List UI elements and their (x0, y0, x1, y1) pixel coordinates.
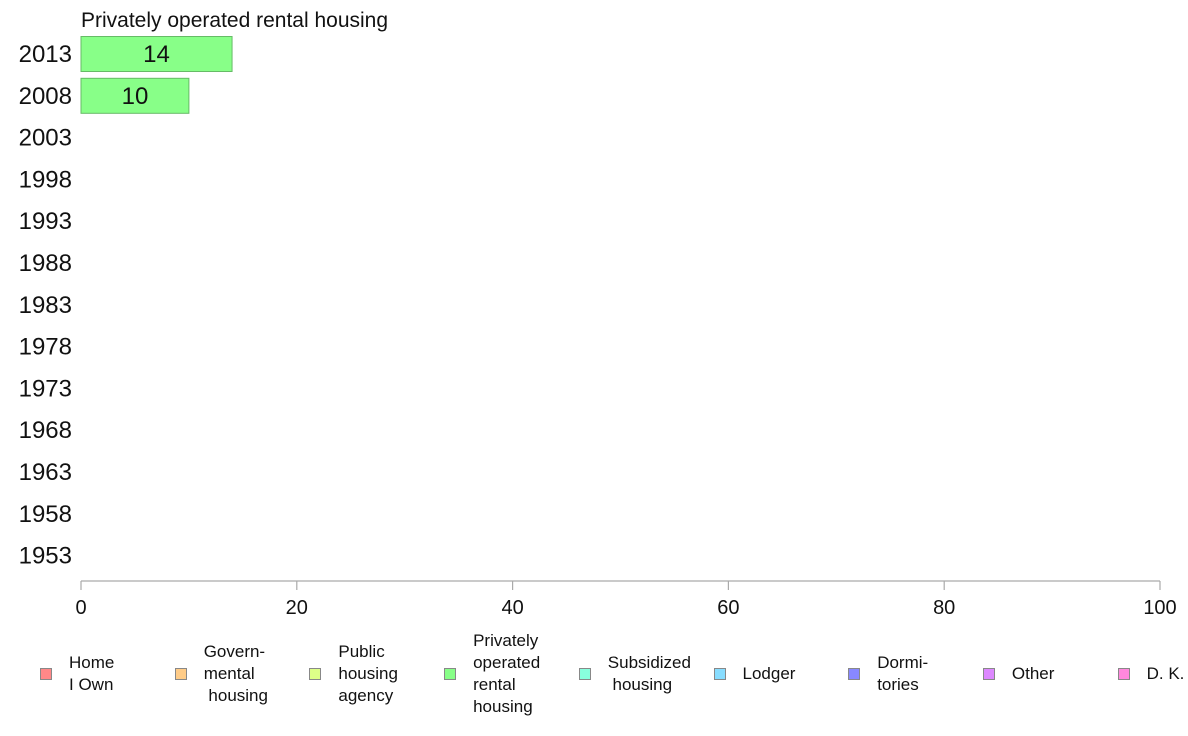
legend-item-0: Home I Own (40, 652, 114, 696)
legend-label-4: Subsidized housing (607, 653, 691, 694)
legend-swatch-4 (578, 668, 591, 680)
legend-label-8: D. K. (1146, 664, 1185, 683)
category-label-1998: 1998 (19, 166, 72, 193)
category-label-2013: 2013 (19, 41, 72, 68)
chart-title: Privately operated rental housing (81, 9, 388, 32)
bar-2008 (80, 77, 190, 114)
category-label-1953: 1953 (19, 543, 72, 570)
legend-swatch-3 (444, 668, 457, 680)
legend-label-5: Lodger (742, 664, 796, 683)
x-tick-label-40: 40 (501, 597, 523, 619)
legend-swatch-1 (174, 668, 187, 680)
x-tick-label-0: 0 (75, 597, 86, 619)
legend-swatch-7 (982, 668, 995, 680)
x-tick-label-80: 80 (933, 597, 955, 619)
x-tick-label-100: 100 (1143, 597, 1176, 619)
legend-swatch-5 (713, 668, 726, 680)
category-label-1978: 1978 (19, 334, 72, 361)
bar-value-label-2008: 10 (122, 83, 149, 110)
category-label-1993: 1993 (19, 208, 72, 235)
legend-label-1: Govern- mental housing (203, 642, 268, 705)
legend-item-7: Other (982, 663, 1055, 685)
bar-chart: Privately operated rental housing 2013 20… (19, 9, 1177, 619)
legend-swatch-6 (848, 668, 861, 680)
legend-item-5: Lodger (713, 663, 796, 685)
legend-label-2: Public housing agency (338, 642, 398, 705)
category-label-1988: 1988 (19, 250, 72, 277)
category-label-2008: 2008 (19, 83, 72, 110)
category-label-2003: 2003 (19, 125, 72, 152)
legend-label-7: Other (1011, 664, 1055, 683)
legend-item-1: Govern- mental housing (174, 641, 268, 707)
legend-item-3: Privately operated rental housing (444, 630, 540, 718)
legend-label-0: Home I Own (69, 653, 115, 694)
bar-2013 (80, 36, 233, 72)
legend-item-2: Public housing agency (309, 641, 398, 707)
category-label-1963: 1963 (19, 459, 72, 486)
category-label-1958: 1958 (19, 501, 72, 528)
category-label-1973: 1973 (19, 375, 72, 402)
bar-value-label-2013: 14 (143, 41, 170, 68)
legend: Home I Own Govern- mental housing Public h… (0, 620, 1188, 736)
legend-swatch-8 (1117, 668, 1130, 680)
category-label-1983: 1983 (19, 292, 72, 319)
legend-label-3: Privately operated rental housing (473, 631, 541, 716)
legend-item-8: D. K. (1117, 663, 1185, 685)
category-label-1968: 1968 (19, 417, 72, 444)
x-tick-label-20: 20 (286, 597, 308, 619)
x-tick-label-60: 60 (717, 597, 739, 619)
legend-swatch-2 (309, 668, 322, 680)
legend-swatch-0 (40, 668, 52, 680)
legend-label-6: Dormi- tories (877, 653, 929, 694)
legend-item-6: Dormi- tories (848, 652, 928, 696)
legend-item-4: Subsidized housing (578, 652, 691, 696)
